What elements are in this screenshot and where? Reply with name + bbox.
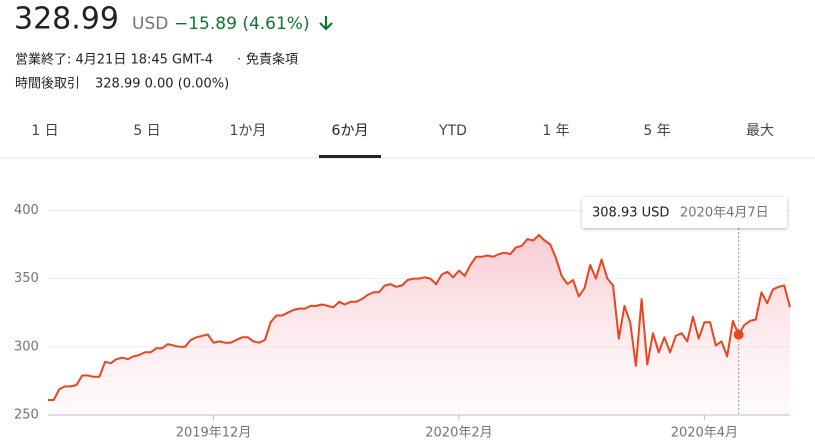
y-tick-label: 350 bbox=[14, 271, 39, 286]
y-tick-label: 250 bbox=[14, 408, 39, 423]
down-arrow bbox=[319, 16, 333, 31]
after-hours-value: 328.99 0.00 (0.00%) bbox=[95, 77, 229, 92]
change: −15.89 (4.61%) bbox=[174, 14, 310, 34]
x-tick-label: 2020年2月 bbox=[425, 426, 492, 441]
tab[interactable]: YTD bbox=[438, 123, 467, 139]
hover-point bbox=[733, 329, 744, 340]
y-tick-label: 400 bbox=[14, 203, 39, 218]
tab[interactable]: 6か月 bbox=[332, 123, 369, 139]
area-fill bbox=[48, 235, 790, 415]
currency: USD bbox=[132, 14, 168, 34]
market-status: 営業終了: 4月21日 18:45 GMT-4 bbox=[15, 52, 213, 68]
tab-underline bbox=[319, 155, 381, 158]
tab[interactable]: 1か月 bbox=[230, 123, 267, 139]
disclaimer-link[interactable]: 免責条項 bbox=[246, 52, 298, 68]
x-tick-label: 2020年4月 bbox=[671, 426, 738, 441]
tab-bar: 1 日 5 日 1か月 6か月 YTD 1 年 5 年 最大 bbox=[31, 123, 774, 158]
tooltip-date: 2020年4月7日 bbox=[680, 206, 769, 221]
after-hours-label: 時間後取引 bbox=[15, 77, 80, 92]
separator: · bbox=[237, 53, 241, 68]
y-tick-label: 300 bbox=[14, 339, 39, 354]
tab[interactable]: 1 日 bbox=[31, 123, 58, 139]
price-line bbox=[48, 234, 791, 401]
tab[interactable]: 1 年 bbox=[542, 123, 569, 139]
chart: 250 300 350 400 2019年12月 2020年2月 2020年4月 308.93… bbox=[14, 197, 791, 441]
tooltip-value: 308.93 USD bbox=[592, 206, 669, 221]
x-tick-label: 2019年12月 bbox=[176, 426, 252, 441]
tab[interactable]: 最大 bbox=[746, 123, 774, 139]
tab[interactable]: 5 年 bbox=[643, 123, 670, 139]
tooltip-box bbox=[582, 197, 787, 228]
price: 328.99 bbox=[14, 2, 119, 37]
tab[interactable]: 5 日 bbox=[133, 123, 160, 139]
